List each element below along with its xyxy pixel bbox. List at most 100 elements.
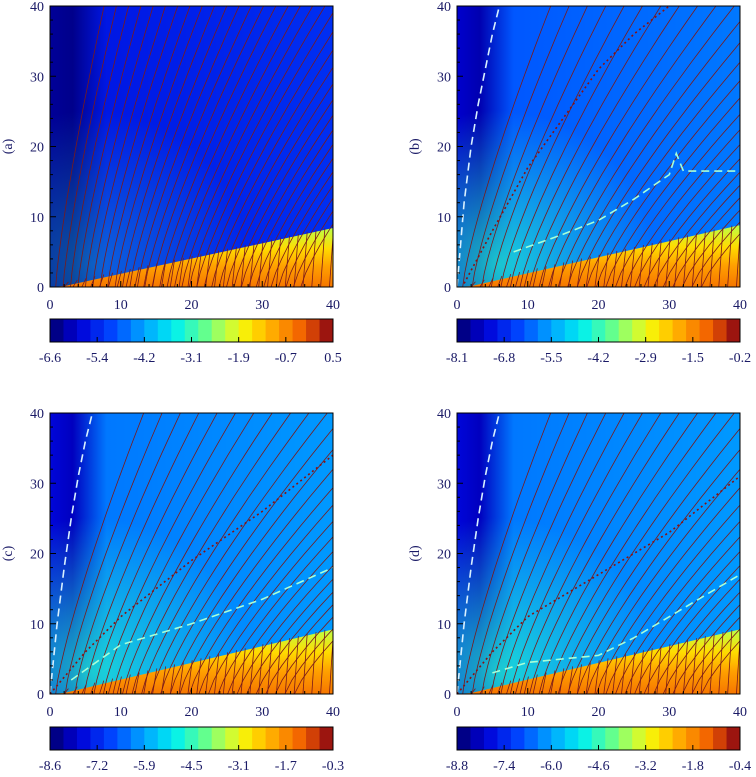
colorbar-segment (591, 727, 606, 750)
heatmap-field (457, 413, 740, 694)
wind-field-line (691, 628, 740, 694)
colorbar: -6.6 -5.4 -4.2 -3.1 -1.9 -0.7 0.5 (39, 318, 342, 366)
colorbar-segment (686, 319, 701, 342)
y-tick-label: 0 (37, 688, 44, 703)
colorbar-segment (76, 319, 91, 342)
colorbar-tick-label: 0.5 (324, 351, 342, 366)
y-tick-label: 0 (37, 281, 44, 296)
disk-field-line (90, 682, 96, 694)
wind-field-line (529, 413, 680, 694)
colorbar-segment (699, 319, 714, 342)
disk-field-line (178, 662, 184, 694)
disk-field-line (169, 259, 175, 287)
colorbar: -8.8 -7.4 -6.0 -4.6 -3.2 -1.8 -0.4 (446, 726, 751, 774)
disk-field-line (231, 650, 237, 694)
disk-field-line (187, 256, 193, 287)
disk-field-line (470, 688, 476, 694)
disk-field-line (178, 257, 184, 287)
disk-field-line (514, 272, 520, 287)
disk-field-line (240, 648, 246, 694)
panel-c: 0 10 20 30 40 0 10 20 30 40 (c) -8.6 -7.2 -5.9 -4.5 -3.… (1, 407, 344, 774)
colorbar-segment (319, 727, 334, 750)
colorbar-segment (171, 319, 186, 342)
y-tick-label: 10 (437, 211, 451, 226)
wind-field-line (691, 221, 740, 287)
colorbar-segment (144, 319, 159, 342)
colorbar-segment (63, 319, 78, 342)
colorbar-segment (171, 727, 186, 750)
colorbar-segment (551, 319, 566, 342)
colorbar-segment (225, 319, 240, 342)
wind-field-line (490, 6, 607, 287)
colorbar-tick-label: -4.5 (180, 759, 202, 774)
x-tick-label: 40 (326, 298, 340, 313)
y-tick-label: 30 (30, 477, 44, 492)
disk-field-line (665, 644, 671, 694)
disk-field-line (63, 281, 69, 287)
colorbar-segment (292, 319, 307, 342)
wind-field-line (653, 578, 740, 694)
panel-label: (a) (1, 138, 16, 154)
disk-field-line (267, 239, 273, 287)
disk-field-line (81, 278, 87, 287)
colorbar-segment (198, 319, 213, 342)
disk-field-line (169, 664, 175, 694)
wind-field-line (557, 6, 735, 287)
wind-field-line (263, 157, 333, 287)
wind-field-line (198, 504, 333, 694)
disk-field-line (612, 656, 618, 694)
colorbar-segment (252, 319, 267, 342)
panel-label: (c) (1, 545, 16, 561)
y-tick-label: 40 (30, 407, 44, 422)
colorbar-segment (726, 319, 741, 342)
colorbar-segment (130, 727, 145, 750)
wind-field-line (605, 504, 740, 694)
disk-field-line (293, 636, 299, 694)
colorbar-segment (184, 727, 199, 750)
disk-field-line (116, 676, 122, 694)
x-tick-label: 10 (114, 705, 128, 720)
wind-field-line (471, 413, 570, 694)
colorbar-segment (279, 319, 294, 342)
colorbar-segment (497, 727, 512, 750)
colorbar-segment (90, 727, 105, 750)
wind-field-line (481, 413, 588, 694)
colorbar-tick-label: -8.6 (39, 759, 61, 774)
disk-field-line (134, 267, 140, 287)
disk-field-line (107, 678, 113, 694)
wind-field-line (150, 413, 328, 694)
y-tick-label: 30 (437, 477, 451, 492)
colorbar-segment (483, 319, 498, 342)
disk-field-line (231, 246, 237, 287)
disk-field-line (143, 670, 149, 694)
wind-field-line (217, 536, 333, 694)
colorbar-segment (470, 727, 485, 750)
colorbar-segment (699, 727, 714, 750)
colorbar-segment (591, 319, 606, 342)
colorbar-segment (265, 727, 280, 750)
x-tick-label: 20 (592, 705, 606, 720)
wind-field-line (93, 413, 218, 694)
colorbar-segment (672, 319, 687, 342)
wind-field-line (122, 413, 273, 694)
y-tick-label: 20 (437, 548, 451, 563)
heatmap-field (50, 413, 333, 694)
disk-field-line (506, 273, 512, 287)
colorbar-segment (564, 727, 579, 750)
colorbar-tick-label: -3.1 (180, 351, 202, 366)
dashed-contour (457, 6, 501, 287)
disk-field-line (709, 229, 715, 287)
disk-field-line (276, 640, 282, 694)
disk-field-line (134, 672, 140, 694)
disk-field-line (267, 642, 273, 694)
colorbar-segment (90, 319, 105, 342)
colorbar-segment (618, 727, 633, 750)
colorbar-segment (117, 319, 132, 342)
disk-field-line (541, 266, 547, 287)
dashed-contour-2 (70, 566, 333, 681)
x-tick-label: 10 (114, 298, 128, 313)
disk-field-line (603, 658, 609, 694)
wind-field-line (131, 413, 291, 694)
wind-field-line (653, 171, 740, 287)
wind-field-line (265, 604, 333, 694)
